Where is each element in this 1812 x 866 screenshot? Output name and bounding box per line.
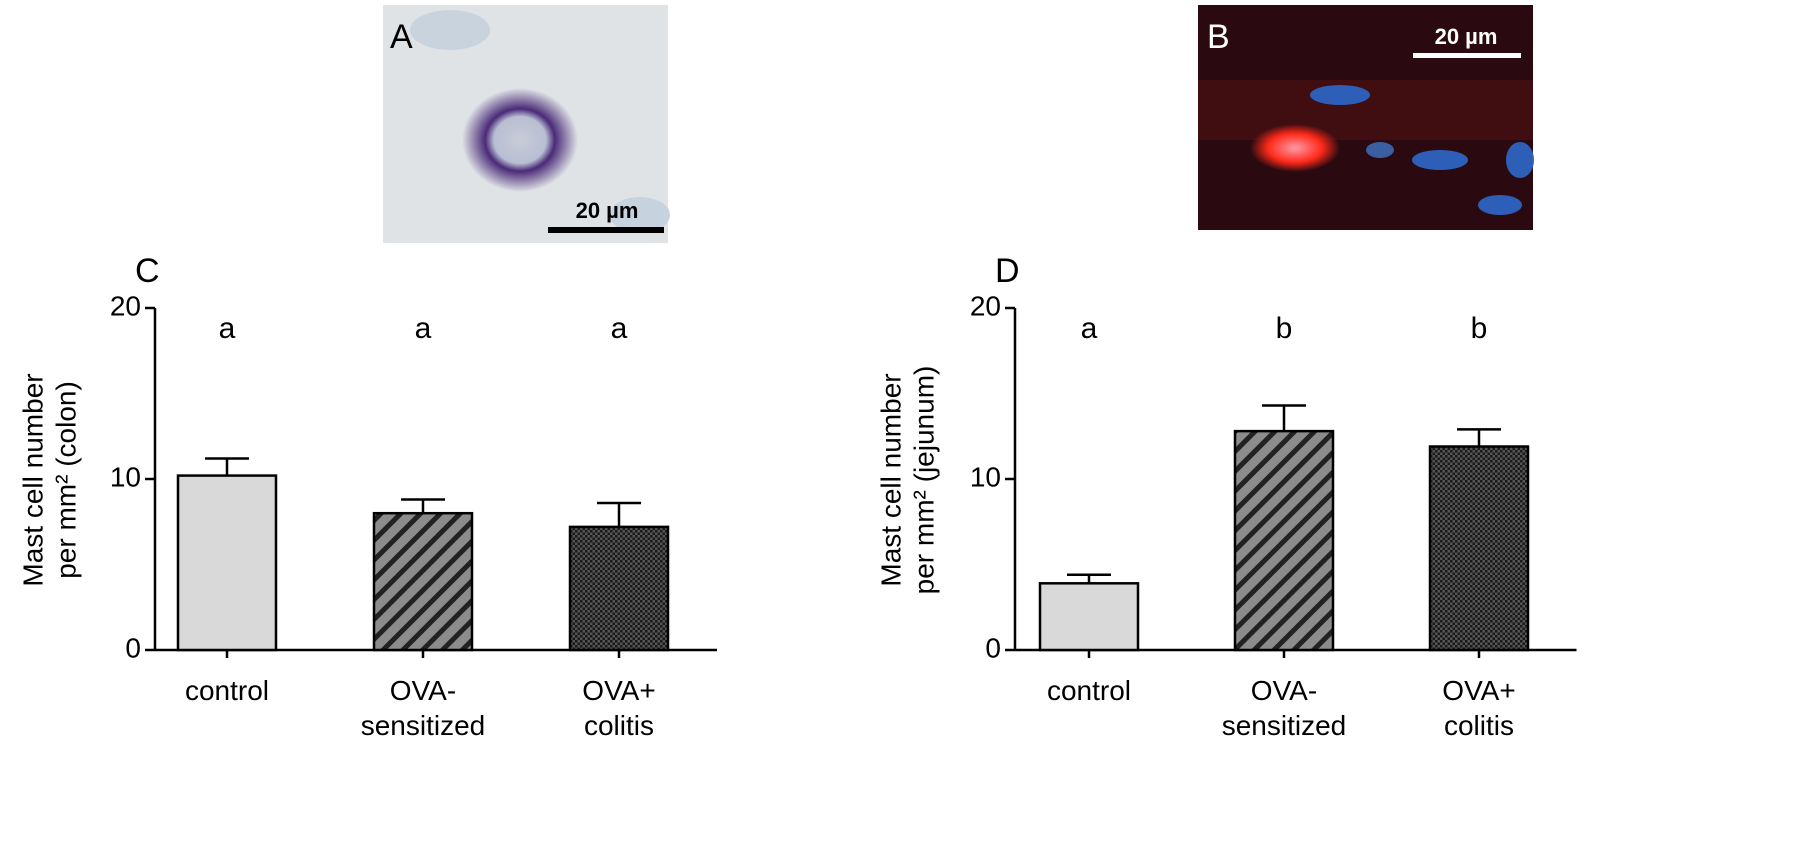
bar — [568, 525, 670, 652]
y-axis-label: per mm² (colon) — [50, 381, 81, 579]
y-axis-label: Mast cell number — [875, 373, 906, 586]
significance-letter: b — [1276, 312, 1293, 345]
nucleus — [1506, 142, 1534, 178]
x-tick-label: OVA- — [1251, 675, 1317, 706]
bar — [1038, 582, 1140, 652]
bar — [176, 474, 278, 652]
y-tick-label: 20 — [970, 290, 1001, 321]
micrograph-b: B 20 µm — [1198, 5, 1534, 230]
x-tick-label: control — [1047, 675, 1131, 706]
nucleus — [1366, 142, 1394, 158]
scale-label: 20 µm — [1435, 24, 1498, 49]
scale-label: 20 µm — [576, 198, 639, 223]
bar — [1428, 445, 1530, 652]
x-tick-label: control — [185, 675, 269, 706]
significance-letter: a — [415, 312, 432, 345]
bar — [372, 511, 474, 652]
x-tick-label: colitis — [584, 710, 654, 741]
panel-label: D — [995, 252, 1020, 290]
bar — [1233, 429, 1335, 652]
y-tick-label: 20 — [110, 290, 141, 321]
x-tick-label: colitis — [1444, 710, 1514, 741]
y-tick-label: 10 — [110, 461, 141, 492]
nucleus — [1478, 195, 1522, 215]
scale-bar — [548, 227, 664, 233]
panel-label: B — [1207, 18, 1230, 56]
panel-label: C — [135, 252, 160, 290]
significance-letter: a — [1081, 312, 1098, 345]
nucleus — [1310, 85, 1370, 105]
y-tick-label: 0 — [985, 632, 1001, 663]
x-tick-label: OVA+ — [1442, 675, 1515, 706]
mast-cell — [1250, 124, 1340, 172]
scale-bar — [1413, 53, 1521, 58]
x-tick-label: sensitized — [1222, 710, 1347, 741]
nucleus — [1412, 150, 1468, 170]
y-axis-label: per mm² (jejunum) — [908, 366, 939, 595]
tissue — [1198, 80, 1533, 140]
significance-letter: a — [611, 312, 628, 345]
mast-cell — [462, 88, 578, 192]
x-tick-label: sensitized — [361, 710, 486, 741]
micrograph-a: A 20 µm — [383, 5, 670, 243]
x-tick-label: OVA+ — [582, 675, 655, 706]
y-axis-label: Mast cell number — [17, 373, 48, 586]
significance-letter: b — [1471, 312, 1488, 345]
x-tick-label: OVA- — [390, 675, 456, 706]
tissue — [410, 10, 490, 50]
tissue — [610, 197, 670, 233]
panel-label: A — [390, 18, 413, 56]
y-tick-label: 0 — [125, 632, 141, 663]
significance-letter: a — [219, 312, 236, 345]
y-tick-label: 10 — [970, 461, 1001, 492]
